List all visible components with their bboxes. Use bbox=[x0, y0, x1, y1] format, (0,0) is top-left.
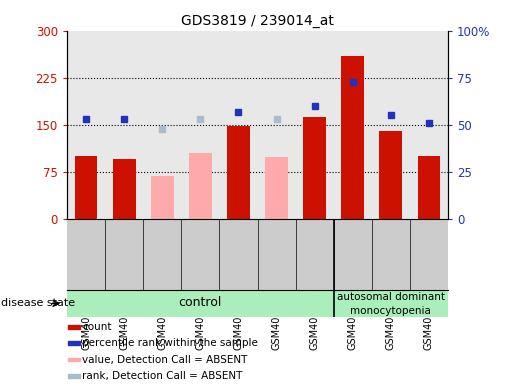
Bar bbox=[113, 159, 135, 219]
Text: autosomal dominant: autosomal dominant bbox=[337, 293, 445, 303]
Bar bbox=[68, 341, 80, 345]
Text: percentile rank within the sample: percentile rank within the sample bbox=[82, 338, 258, 348]
Text: control: control bbox=[179, 296, 222, 310]
Bar bbox=[265, 157, 288, 219]
Text: monocytopenia: monocytopenia bbox=[350, 306, 432, 316]
Text: disease state: disease state bbox=[1, 298, 75, 308]
Bar bbox=[189, 153, 212, 219]
Bar bbox=[418, 156, 440, 219]
Text: value, Detection Call = ABSENT: value, Detection Call = ABSENT bbox=[82, 354, 248, 364]
Bar bbox=[68, 374, 80, 377]
Bar bbox=[380, 131, 402, 219]
Bar bbox=[341, 56, 364, 219]
Bar bbox=[303, 117, 326, 219]
Bar bbox=[151, 176, 174, 219]
Text: count: count bbox=[82, 322, 112, 332]
Bar bbox=[75, 156, 97, 219]
Title: GDS3819 / 239014_at: GDS3819 / 239014_at bbox=[181, 14, 334, 28]
Bar bbox=[68, 325, 80, 329]
Text: rank, Detection Call = ABSENT: rank, Detection Call = ABSENT bbox=[82, 371, 243, 381]
Bar bbox=[68, 358, 80, 361]
Bar bbox=[227, 126, 250, 219]
